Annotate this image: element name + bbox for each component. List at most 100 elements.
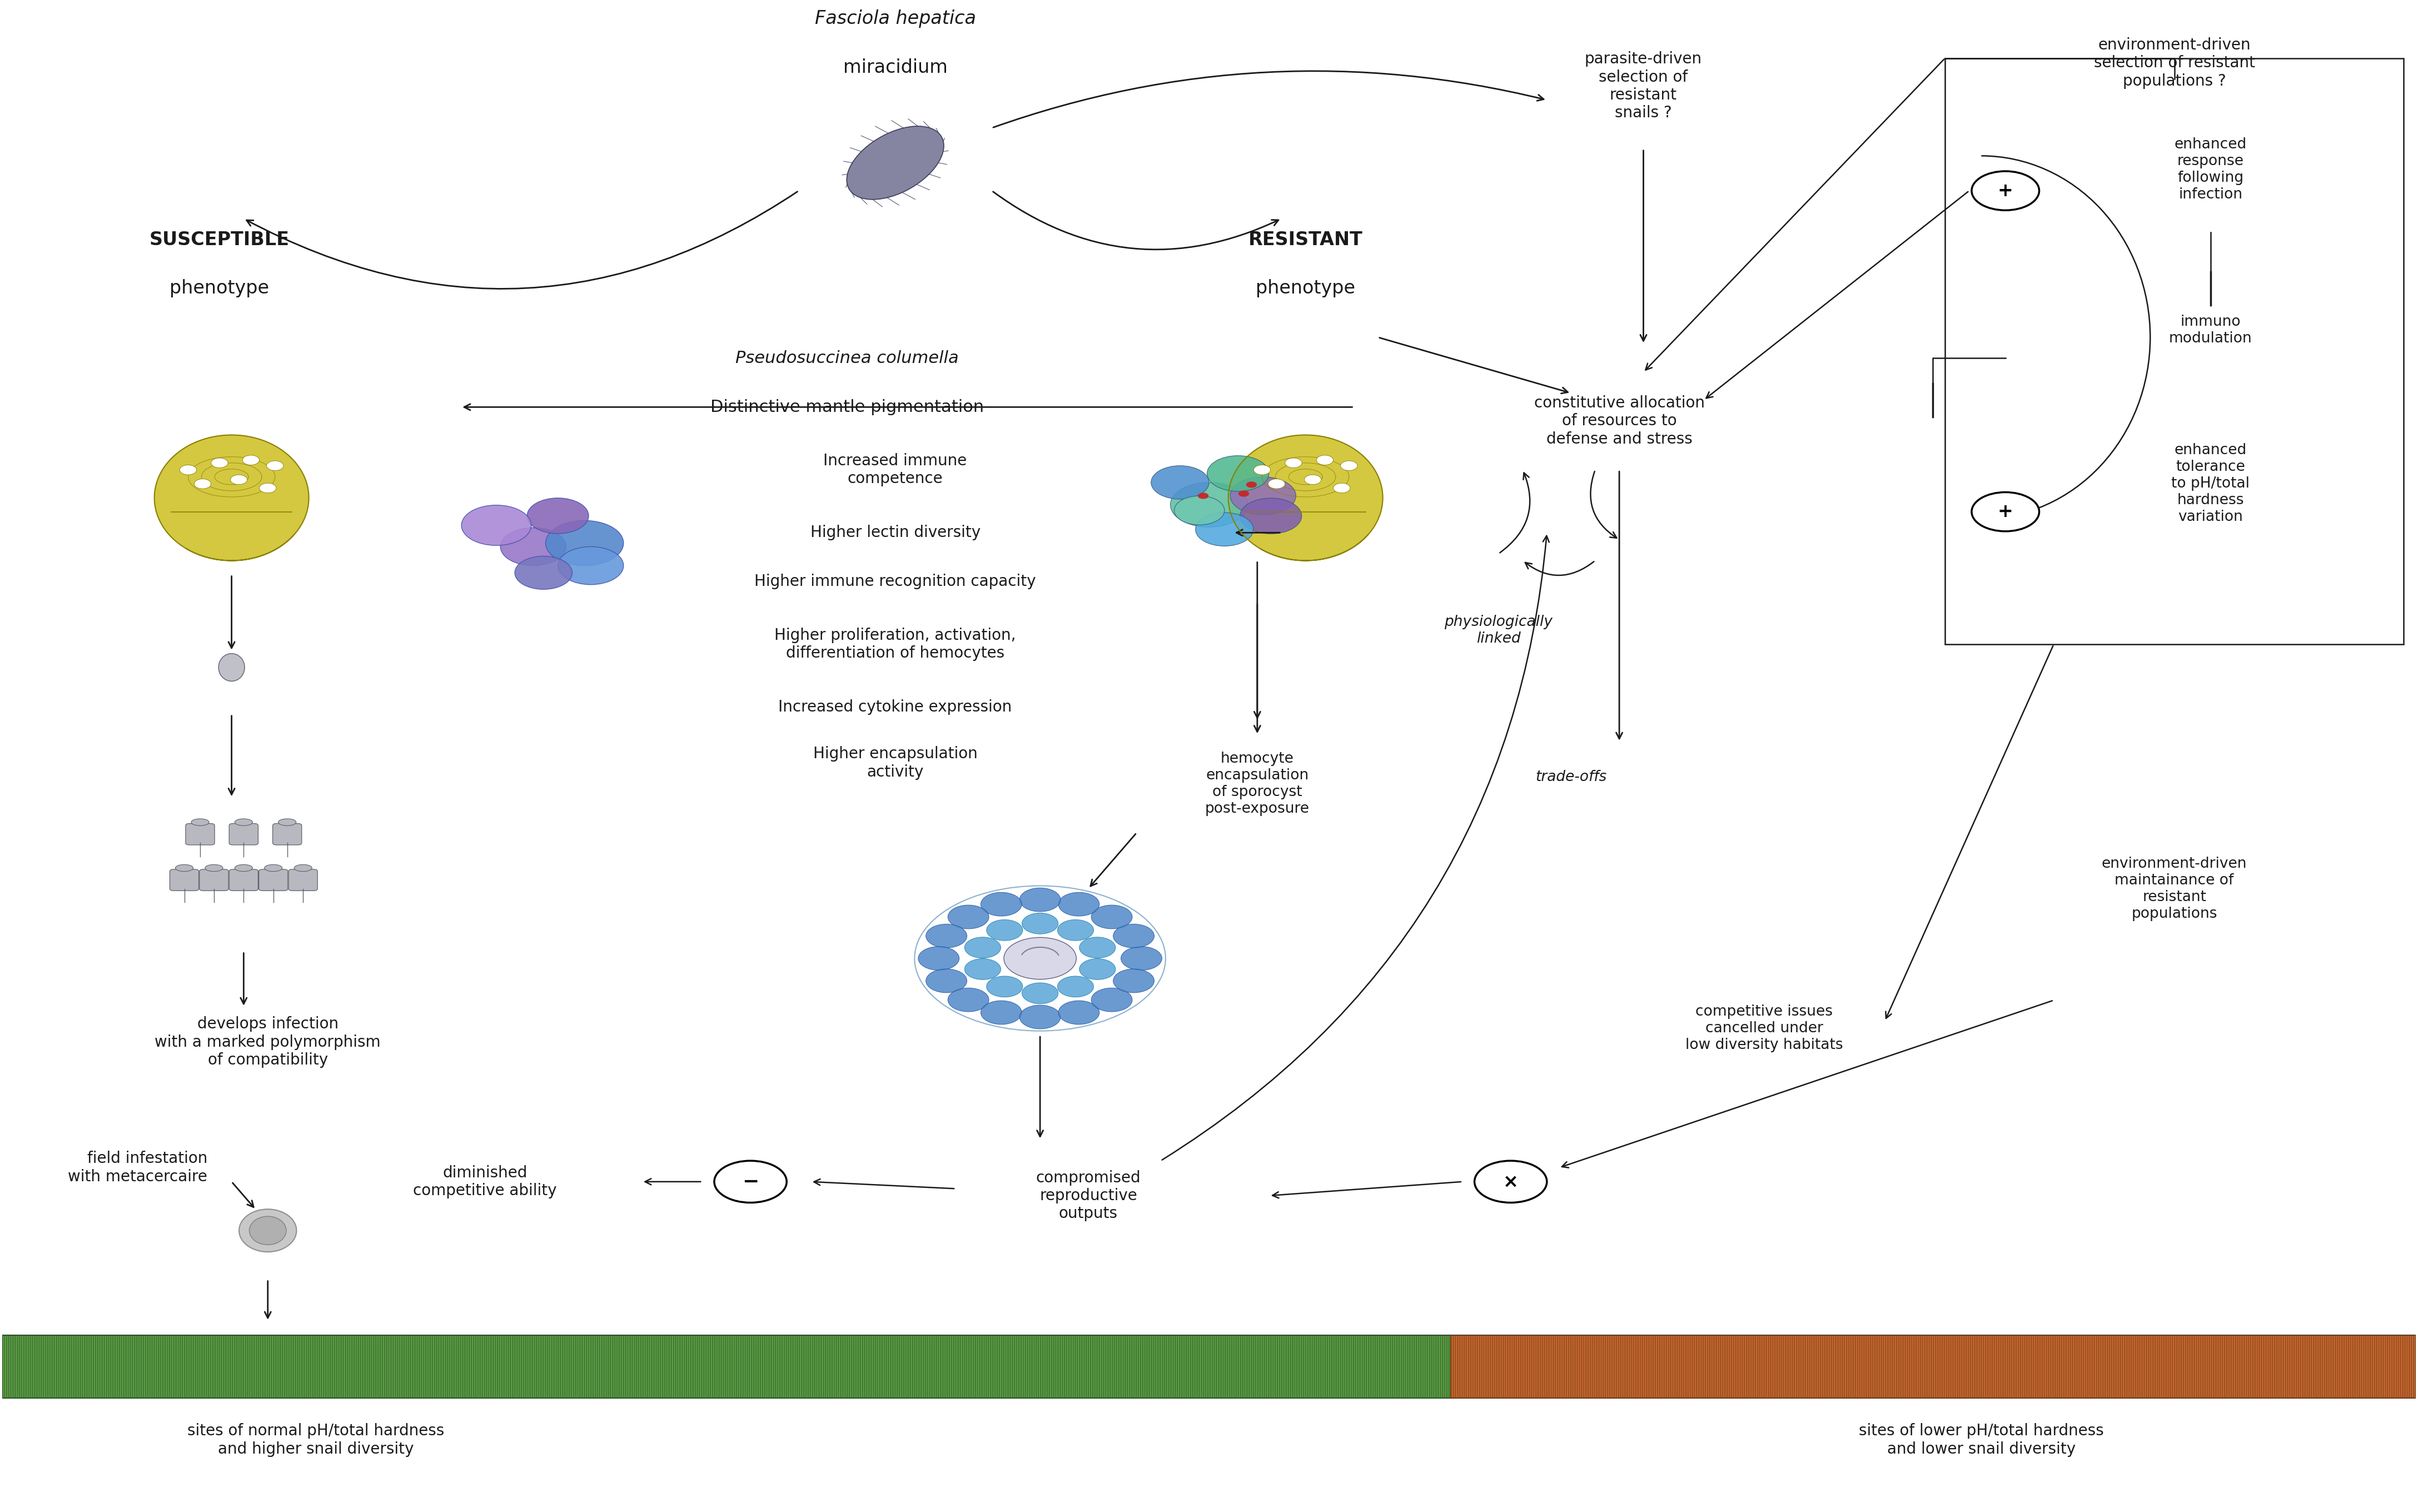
Circle shape: [266, 461, 283, 470]
Text: ×: ×: [1504, 1172, 1519, 1191]
Circle shape: [259, 484, 276, 493]
Circle shape: [965, 937, 1001, 959]
Circle shape: [1267, 479, 1284, 488]
Circle shape: [501, 528, 566, 565]
Text: develops infection
with a marked polymorphism
of compatibility: develops infection with a marked polymor…: [155, 1016, 380, 1067]
Text: sites of normal pH/total hardness
and higher snail diversity: sites of normal pH/total hardness and hi…: [189, 1423, 445, 1456]
Circle shape: [193, 479, 210, 488]
Bar: [2, 1335, 1451, 1399]
Text: field infestation
with metacercaire: field infestation with metacercaire: [68, 1151, 208, 1184]
Circle shape: [987, 919, 1023, 940]
Circle shape: [1057, 919, 1093, 940]
Circle shape: [1091, 987, 1132, 1012]
Text: phenotype: phenotype: [169, 280, 268, 298]
Text: RESISTANT: RESISTANT: [1248, 230, 1364, 249]
Circle shape: [1023, 913, 1059, 934]
Text: −: −: [742, 1172, 759, 1191]
Text: hemocyte
encapsulation
of sporocyst
post-exposure: hemocyte encapsulation of sporocyst post…: [1204, 751, 1311, 816]
Circle shape: [1284, 458, 1301, 467]
Text: competitive issues
cancelled under
low diversity habitats: competitive issues cancelled under low d…: [1685, 1004, 1843, 1052]
Text: Increased cytokine expression: Increased cytokine expression: [779, 700, 1013, 715]
Ellipse shape: [264, 865, 283, 871]
Circle shape: [1059, 1001, 1100, 1025]
Circle shape: [1475, 1161, 1548, 1202]
Text: Pseudosuccinea columella: Pseudosuccinea columella: [735, 351, 958, 366]
Ellipse shape: [235, 865, 251, 871]
Ellipse shape: [235, 820, 251, 826]
Circle shape: [948, 906, 989, 928]
Circle shape: [1971, 493, 2038, 531]
Circle shape: [1340, 461, 1356, 470]
Circle shape: [1020, 888, 1062, 912]
Ellipse shape: [218, 653, 244, 682]
Circle shape: [230, 475, 247, 484]
Circle shape: [1078, 937, 1115, 959]
Ellipse shape: [191, 820, 208, 826]
Circle shape: [1023, 983, 1059, 1004]
Text: enhanced
response
following
infection: enhanced response following infection: [2174, 138, 2246, 203]
Circle shape: [1151, 466, 1209, 499]
Bar: [1451, 1335, 2416, 1399]
Circle shape: [982, 892, 1023, 916]
Circle shape: [210, 458, 227, 467]
Circle shape: [546, 520, 624, 565]
Circle shape: [1253, 466, 1269, 475]
Circle shape: [1231, 476, 1296, 514]
Circle shape: [1112, 969, 1153, 993]
Circle shape: [1971, 171, 2038, 210]
Circle shape: [1303, 475, 1320, 484]
Circle shape: [948, 987, 989, 1012]
FancyBboxPatch shape: [273, 824, 302, 845]
Text: +: +: [1997, 502, 2014, 522]
Text: Increased immune
competence: Increased immune competence: [825, 454, 967, 487]
Circle shape: [1020, 1005, 1062, 1028]
Text: Higher proliferation, activation,
differentiation of hemocytes: Higher proliferation, activation, differ…: [774, 627, 1016, 661]
Circle shape: [242, 455, 259, 466]
Bar: [1944, 57, 2403, 644]
Polygon shape: [1228, 435, 1383, 561]
FancyBboxPatch shape: [288, 869, 317, 891]
Circle shape: [179, 466, 196, 475]
Text: +: +: [1997, 181, 2014, 200]
Bar: [2, 1335, 1451, 1399]
Text: miracidium: miracidium: [844, 57, 948, 77]
Text: phenotype: phenotype: [1255, 280, 1354, 298]
Text: Higher lectin diversity: Higher lectin diversity: [810, 525, 979, 540]
Text: enhanced
tolerance
to pH/total
hardness
variation: enhanced tolerance to pH/total hardness …: [2171, 443, 2249, 525]
Text: physiologically
linked: physiologically linked: [1444, 615, 1552, 646]
Circle shape: [1238, 490, 1250, 497]
FancyBboxPatch shape: [230, 869, 259, 891]
Text: immuno
modulation: immuno modulation: [2169, 314, 2251, 346]
Bar: [1451, 1335, 2416, 1399]
Circle shape: [1175, 496, 1224, 525]
FancyBboxPatch shape: [169, 869, 198, 891]
Text: Higher encapsulation
activity: Higher encapsulation activity: [812, 747, 977, 780]
Text: compromised
reproductive
outputs: compromised reproductive outputs: [1035, 1170, 1141, 1222]
Circle shape: [987, 977, 1023, 996]
Circle shape: [1057, 977, 1093, 996]
Circle shape: [713, 1161, 786, 1202]
Circle shape: [1194, 513, 1253, 546]
Text: environment-driven
selection of resistant
populations ?: environment-driven selection of resistan…: [2094, 38, 2256, 89]
Circle shape: [926, 969, 967, 993]
Text: parasite-driven
selection of
resistant
snails ?: parasite-driven selection of resistant s…: [1584, 51, 1702, 121]
Circle shape: [1059, 892, 1100, 916]
Circle shape: [462, 505, 532, 546]
Circle shape: [559, 547, 624, 585]
Circle shape: [919, 947, 960, 971]
FancyBboxPatch shape: [230, 824, 259, 845]
Circle shape: [1003, 937, 1076, 980]
Circle shape: [1207, 455, 1269, 491]
Circle shape: [1170, 482, 1248, 528]
Ellipse shape: [295, 865, 312, 871]
FancyBboxPatch shape: [259, 869, 288, 891]
Text: trade-offs: trade-offs: [1535, 770, 1606, 785]
Circle shape: [965, 959, 1001, 980]
Circle shape: [1112, 924, 1153, 948]
Polygon shape: [155, 435, 310, 561]
Text: constitutive allocation
of resources to
defense and stress: constitutive allocation of resources to …: [1533, 395, 1705, 448]
Ellipse shape: [177, 865, 193, 871]
Circle shape: [926, 924, 967, 948]
Text: Fasciola hepatica: Fasciola hepatica: [815, 9, 977, 27]
Circle shape: [527, 497, 588, 534]
